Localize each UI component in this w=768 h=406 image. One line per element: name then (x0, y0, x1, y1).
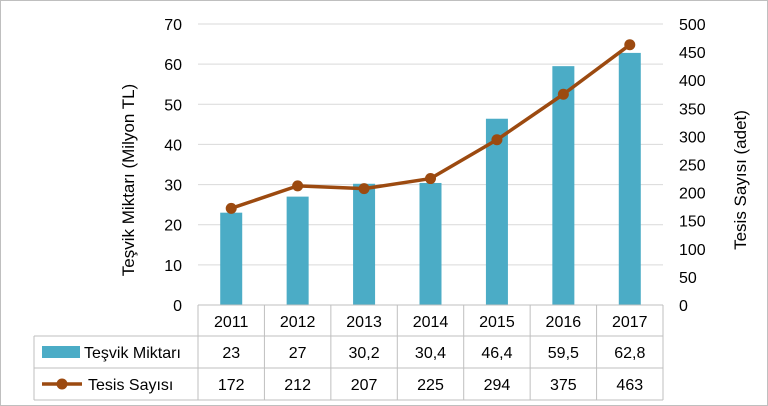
legend-label-line: Tesis Sayısı (88, 377, 173, 394)
data-label-bar: 30,4 (415, 345, 446, 362)
line-series (225, 39, 636, 214)
bar (485, 118, 508, 305)
left-tick-label: 70 (164, 17, 182, 34)
left-axis-ticks: 0 10 20 30 40 50 60 70 (164, 17, 182, 315)
left-tick-label: 0 (173, 298, 182, 315)
legend-marker-line (56, 378, 68, 390)
right-tick-label: 150 (679, 214, 706, 231)
left-axis-title: Teşvik Miktarı (Milyon TL) (119, 84, 138, 276)
line-point (225, 202, 237, 214)
right-tick-label: 350 (679, 101, 706, 118)
right-tick-label: 50 (679, 270, 697, 287)
x-tick-label: 2016 (546, 314, 582, 331)
bar (220, 212, 243, 305)
left-tick-label: 20 (164, 218, 182, 235)
right-axis-ticks: 0 50 100 150 200 250 300 350 400 450 500 (679, 17, 706, 315)
bar (618, 52, 641, 305)
x-tick-label: 2011 (214, 314, 249, 331)
data-label-line: 207 (351, 377, 378, 394)
data-label-bar: 46,4 (481, 345, 512, 362)
right-axis-title: Tesis Sayısı (adet) (731, 110, 750, 250)
bar-series (220, 52, 641, 306)
data-table: 2011 2012 2013 2014 2015 2016 2017 Teşvik Mikta… (33, 304, 664, 401)
right-tick-label: 100 (679, 242, 706, 259)
x-tick-label: 2012 (280, 314, 316, 331)
data-label-line: 294 (484, 377, 511, 394)
left-tick-label: 30 (164, 178, 182, 195)
left-tick-label: 50 (164, 97, 182, 114)
x-tick-label: 2015 (479, 314, 515, 331)
data-label-line: 375 (550, 377, 577, 394)
right-tick-label: 500 (679, 17, 706, 34)
line-point (292, 180, 304, 192)
data-label-line: 225 (417, 377, 444, 394)
data-label-bar: 62,8 (614, 345, 645, 362)
right-tick-label: 250 (679, 158, 706, 175)
right-tick-label: 300 (679, 129, 706, 146)
bar (353, 183, 376, 305)
x-tick-label: 2013 (346, 314, 382, 331)
left-tick-label: 60 (164, 57, 182, 74)
right-tick-label: 0 (679, 298, 688, 315)
bar (419, 182, 442, 305)
left-tick-label: 10 (164, 258, 182, 275)
x-tick-label: 2014 (413, 314, 449, 331)
bar (286, 196, 309, 305)
line-point (425, 173, 436, 185)
line-point (557, 88, 569, 100)
right-tick-label: 400 (679, 73, 706, 90)
legend-swatch-bar (42, 346, 80, 358)
gridlines (198, 23, 663, 266)
bar (552, 66, 575, 306)
data-label-bar: 27 (289, 345, 307, 362)
right-tick-label: 200 (679, 186, 706, 203)
data-label-bar: 59,5 (548, 345, 579, 362)
data-label-line: 463 (616, 377, 643, 394)
line-point (624, 39, 636, 51)
right-tick-label: 450 (679, 45, 706, 62)
data-label-bar: 23 (222, 345, 240, 362)
data-label-bar: 30,2 (349, 345, 380, 362)
legend-label-bar: Teşvik Miktarı (84, 345, 181, 362)
line-point (491, 134, 503, 146)
data-label-line: 212 (284, 377, 311, 394)
line-point (358, 183, 370, 195)
data-label-line: 172 (218, 377, 245, 394)
x-tick-label: 2017 (612, 314, 648, 331)
left-tick-label: 40 (164, 137, 182, 154)
